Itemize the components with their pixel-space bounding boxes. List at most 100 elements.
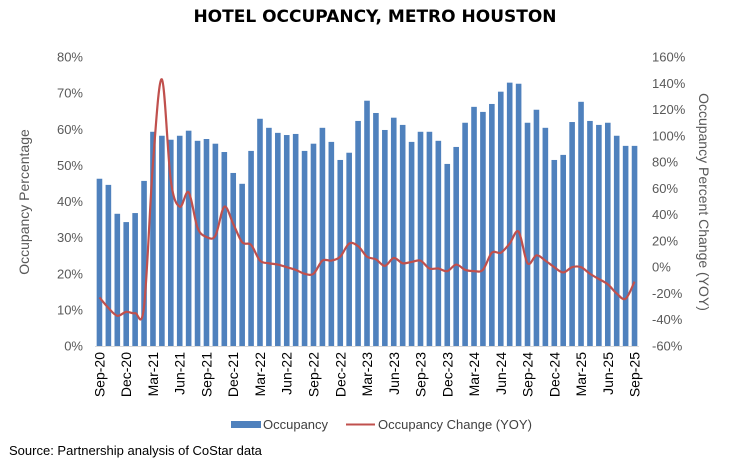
y-tick-label: 0%	[64, 339, 83, 354]
y-axis-title: Occupancy Percentage	[16, 129, 32, 275]
occupancy-bar	[283, 135, 290, 346]
occupancy-bar	[515, 83, 522, 346]
occupancy-bar	[337, 159, 344, 346]
y-tick-label: 50%	[57, 158, 83, 173]
occupancy-bar	[435, 140, 442, 346]
legend-occupancy-label: Occupancy	[263, 417, 329, 432]
occupancy-bar	[444, 163, 451, 346]
y2-tick-label: 100%	[652, 128, 686, 143]
x-tick-label: Dec-20	[118, 352, 134, 397]
y-axis-right: -60% -40% -20% 0% 20% 40% 60% 80% 100% 120% 140% 16…	[652, 50, 686, 354]
y2-axis-title: Occupancy Percent Change (YOY)	[696, 93, 712, 311]
occupancy-bar	[622, 145, 629, 346]
y2-tick-label: 40%	[652, 207, 678, 222]
occupancy-bar	[176, 135, 183, 346]
y-tick-label: 30%	[57, 230, 83, 245]
occupancy-bar	[123, 222, 130, 346]
occupancy-bar	[560, 154, 566, 346]
occupancy-bar	[96, 178, 103, 346]
x-tick-label: Mar-23	[359, 352, 375, 397]
y-tick-label: 80%	[57, 50, 83, 65]
occupancy-bar	[346, 152, 352, 346]
occupancy-bar	[230, 172, 237, 346]
occupancy-bar	[328, 141, 335, 346]
occupancy-bar	[596, 124, 602, 346]
x-axis-labels: Sep-20 Dec-20 Mar-21 Jun-21 Sep-21 Dec-21 Mar-…	[91, 352, 642, 397]
x-tick-label: Mar-25	[573, 352, 589, 397]
yoy-change-line	[98, 78, 636, 321]
occupancy-bar	[132, 213, 138, 346]
occupancy-bar	[275, 132, 281, 346]
occupancy-bar	[150, 131, 156, 346]
occupancy-bar	[301, 150, 308, 346]
x-tick-label: Jun-22	[279, 352, 295, 395]
occupancy-bar	[105, 184, 112, 346]
occupancy-bar	[319, 127, 326, 346]
x-tick-label: Jun-21	[172, 352, 188, 395]
x-tick-label: Dec-24	[546, 352, 562, 397]
x-tick-label: Mar-22	[252, 352, 268, 397]
y2-tick-label: 80%	[652, 155, 678, 170]
occupancy-bar	[310, 143, 317, 346]
legend-yoy-label: Occupancy Change (YOY)	[378, 417, 532, 432]
source-note: Source: Partnership analysis of CoStar d…	[9, 443, 263, 458]
y-axis-left: 0% 10% 20% 30% 40% 50% 60% 70% 80%	[57, 50, 83, 354]
x-tick-label: Dec-22	[332, 352, 348, 397]
y2-tick-label: -40%	[652, 312, 683, 327]
occupancy-bar	[524, 122, 531, 346]
occupancy-bar	[587, 120, 593, 346]
y2-tick-label: -20%	[652, 286, 683, 301]
occupancy-bar	[506, 82, 513, 347]
y-tick-label: 10%	[57, 302, 83, 317]
x-tick-label: Sep-25	[627, 352, 643, 397]
y2-tick-label: 0%	[652, 260, 671, 275]
y-tick-label: 60%	[57, 122, 83, 137]
occupancy-bar	[141, 180, 147, 346]
occupancy-bar	[480, 111, 486, 346]
y2-tick-label: -60%	[652, 339, 683, 354]
chart-title: HOTEL OCCUPANCY, METRO HOUSTON	[193, 7, 556, 27]
occupancy-bar	[248, 150, 254, 346]
y-tick-label: 20%	[57, 266, 83, 281]
x-tick-label: Sep-22	[305, 352, 321, 397]
occupancy-bar	[631, 145, 638, 346]
occupancy-bar	[373, 112, 379, 347]
occupancy-bar	[114, 213, 121, 346]
occupancy-bar	[604, 122, 611, 346]
occupancy-bar	[497, 91, 504, 347]
occupancy-bar	[471, 106, 477, 346]
x-tick-label: Jun-24	[493, 352, 509, 395]
occupancy-bar	[462, 122, 468, 346]
occupancy-bar	[489, 103, 495, 347]
occupancy-bar	[613, 135, 620, 346]
x-tick-label: Sep-23	[413, 352, 429, 397]
occupancy-bar	[203, 139, 210, 346]
occupancy-bars	[96, 82, 638, 347]
occupancy-bar	[239, 183, 245, 346]
y2-tick-label: 20%	[652, 233, 678, 248]
occupancy-bar	[355, 120, 361, 346]
occupancy-bar	[292, 133, 299, 346]
x-tick-label: Mar-24	[466, 352, 482, 397]
occupancy-bar	[194, 140, 201, 346]
x-tick-label: Sep-21	[198, 352, 214, 397]
occupancy-bar	[533, 109, 540, 347]
x-tick-label: Jun-23	[386, 352, 402, 395]
occupancy-bar	[221, 152, 228, 346]
occupancy-bar	[168, 139, 174, 346]
x-tick-label: Dec-23	[439, 352, 455, 397]
y-tick-label: 70%	[57, 86, 83, 101]
occupancy-bar	[159, 135, 165, 346]
occupancy-bar	[399, 124, 406, 346]
x-tick-label: Dec-21	[225, 352, 241, 397]
occupancy-bar	[417, 131, 424, 346]
occupancy-bar	[453, 146, 459, 346]
occupancy-bar	[408, 141, 415, 346]
occupancy-bar	[212, 143, 219, 346]
x-tick-label: Sep-20	[91, 352, 107, 397]
occupancy-bar	[266, 127, 272, 346]
legend-occupancy-swatch	[231, 421, 261, 428]
occupancy-bar	[257, 118, 263, 347]
y2-tick-label: 120%	[652, 102, 686, 117]
